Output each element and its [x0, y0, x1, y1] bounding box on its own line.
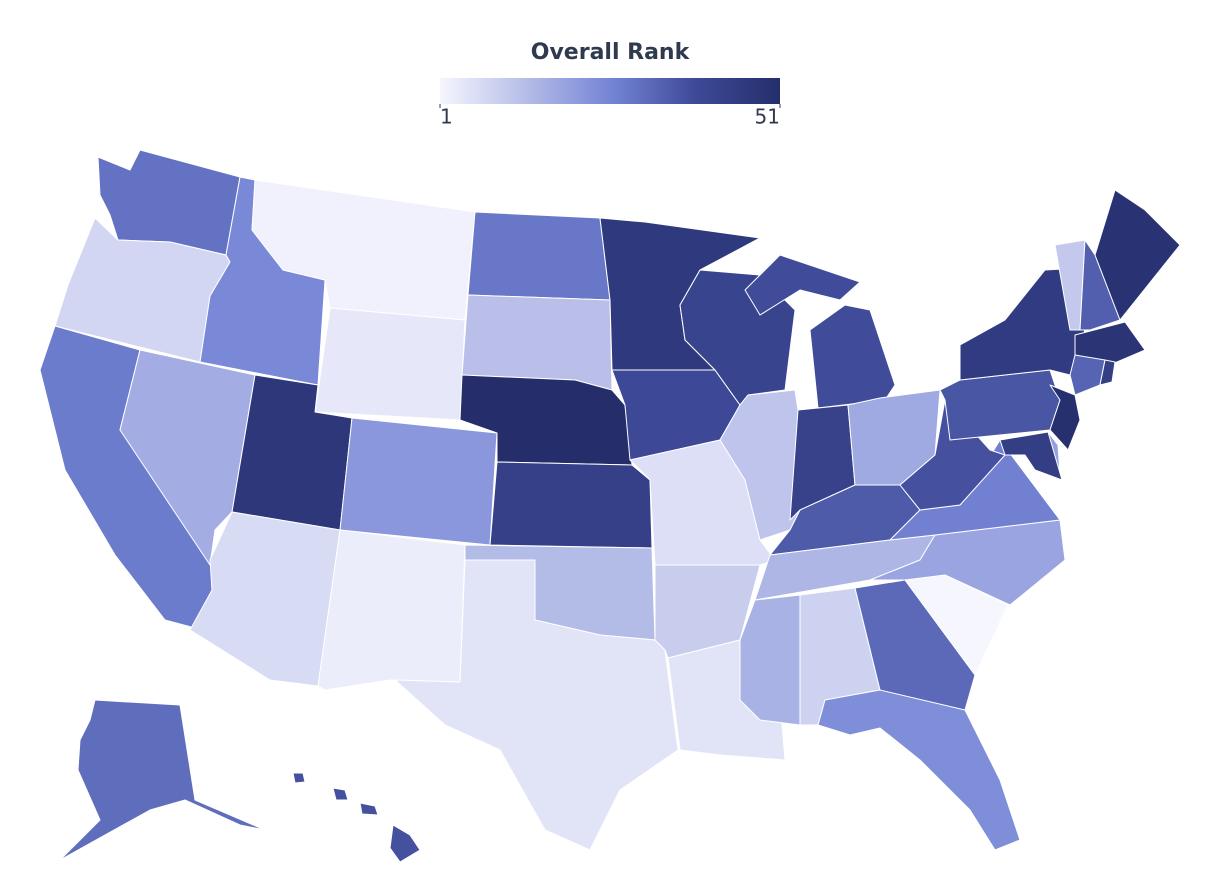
state	[999, 431, 1063, 481]
state	[97, 149, 241, 256]
state	[317, 529, 466, 691]
colorbar	[440, 78, 780, 104]
state	[1079, 239, 1121, 331]
state	[1094, 189, 1181, 321]
colorbar-tick-label: 1	[440, 105, 453, 129]
state	[817, 689, 1021, 851]
states	[39, 149, 1181, 863]
state	[489, 461, 653, 549]
state	[1074, 321, 1146, 366]
state	[939, 369, 1061, 441]
state	[59, 699, 266, 861]
state	[1049, 384, 1081, 451]
state	[394, 559, 679, 851]
state	[467, 211, 611, 301]
state	[339, 417, 498, 546]
state	[292, 772, 421, 863]
state	[1099, 359, 1116, 386]
colorbar-tick-label: 51	[755, 105, 780, 129]
state	[314, 307, 466, 421]
legend-title: Overall Rank	[531, 40, 691, 65]
state	[899, 399, 1006, 511]
state	[1069, 354, 1106, 396]
state	[739, 594, 801, 726]
